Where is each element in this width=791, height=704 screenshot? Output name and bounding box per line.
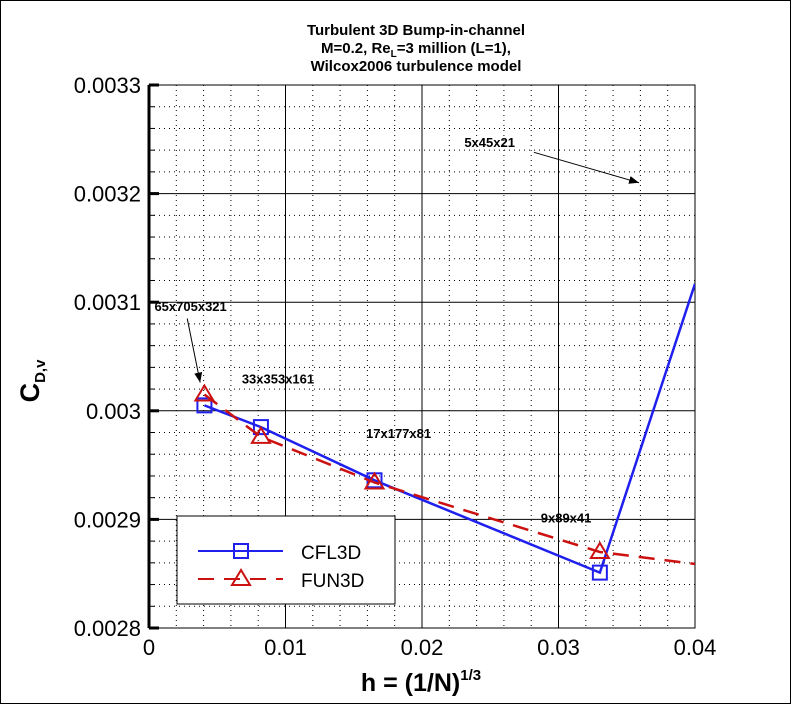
annotation-label: 17x177x81 — [366, 426, 431, 441]
data-point-fun3d — [363, 471, 386, 490]
legend-cfl3d-marker — [233, 543, 249, 559]
data-point-cfl3d — [591, 564, 608, 581]
data-point-fun3d — [589, 541, 611, 559]
chart-title-line-3: Wilcox2006 turbulence model — [311, 58, 522, 75]
y-tick-label: 0.0029 — [74, 507, 141, 532]
annotation-label: 33x353x161 — [242, 372, 314, 387]
data-point-cfl3d — [252, 419, 269, 436]
series-line-fun3d — [203, 393, 695, 566]
legend-fun3d-label: FUN3D — [301, 571, 364, 592]
y-tick-label: 0.003 — [86, 399, 141, 424]
annotation-arrow — [533, 151, 640, 184]
annotation-label: 65x705x321 — [154, 299, 226, 314]
x-tick-label: 0.02 — [401, 635, 444, 660]
series-line-cfl3d — [203, 283, 695, 575]
y-tick-label: 0.0031 — [74, 290, 141, 315]
x-axis-label: h = (1/N)1/3 — [361, 667, 481, 697]
annotation-arrow — [186, 318, 203, 383]
y-tick-label: 0.0032 — [74, 182, 141, 207]
x-tick-label: 0.03 — [537, 635, 580, 660]
legend-cfl3d-label: CFL3D — [301, 543, 361, 564]
data-point-cfl3d — [196, 397, 213, 414]
data-point-fun3d — [193, 383, 216, 402]
annotation-label: 5x45x21 — [464, 135, 515, 150]
x-tick-label: 0.04 — [674, 635, 717, 660]
chart-title-line-1: Turbulent 3D Bump-in-channel — [307, 22, 525, 39]
x-tick-label: 0 — [143, 635, 155, 660]
x-tick-label: 0.01 — [264, 635, 307, 660]
y-tick-label: 0.0028 — [74, 616, 141, 641]
data-point-fun3d — [250, 425, 272, 444]
chart-title-line-2: M=0.2, ReL=3 million (L=1), — [321, 40, 511, 60]
y-tick-label: 0.0033 — [74, 73, 141, 98]
legend-fun3d-marker — [230, 568, 252, 586]
annotation-label: 9x89x41 — [541, 511, 592, 526]
y-axis-label: CD,v — [15, 359, 49, 403]
legend: CFL3D FUN3D — [176, 515, 396, 605]
